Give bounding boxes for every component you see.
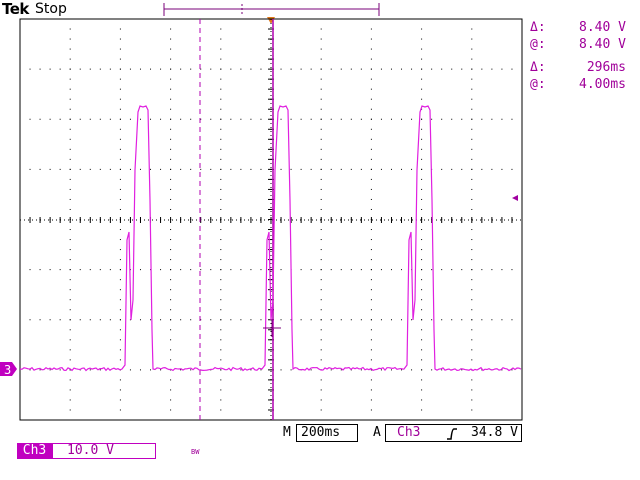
timebase-scale: 200ms: [301, 425, 341, 440]
cursor-readout-label: @:: [530, 37, 546, 52]
cursor-readout-value: 8.40 V: [579, 20, 626, 35]
timebase-readout: M: [283, 425, 291, 441]
cursor-readout-row: Δ: 8.40 V: [530, 20, 626, 36]
cursor-readout-label: Δ:: [530, 60, 546, 75]
trigger-crosshair: [263, 319, 281, 337]
channel-badge[interactable]: Ch3: [17, 443, 52, 459]
cursor-readout-row: @: 4.00ms: [530, 77, 626, 93]
cursor-readout-value: 4.00ms: [579, 77, 626, 92]
trigger-level-icon[interactable]: [512, 195, 518, 201]
graticule-center-axes: [20, 19, 522, 420]
cursor-readout-label: @:: [530, 77, 546, 92]
acquisition-state: Stop: [35, 1, 67, 17]
trigger-mode: A: [373, 425, 381, 440]
channel-ground-marker[interactable]: 3: [0, 362, 17, 377]
channel-scale-box[interactable]: 10.0 V BW: [52, 443, 199, 459]
cursor-readout-value: 8.40 V: [579, 37, 626, 52]
timebase-scale-box[interactable]: 200ms: [296, 424, 358, 442]
trigger-readout-box[interactable]: Ch3 34.8 V: [385, 424, 522, 442]
bandwidth-limit-flag: BW: [191, 448, 200, 456]
trigger-source: Ch3: [397, 425, 421, 440]
cursor-readout-label: Δ:: [530, 20, 546, 35]
trigger-level: 34.8 V: [471, 425, 518, 440]
cursor-readout-row: Δ: 296ms: [530, 60, 626, 76]
graticule-grid: [19, 18, 513, 421]
cursor-readout-row: @: 8.40 V: [530, 37, 626, 53]
cursor-readout-value: 296ms: [586, 60, 626, 75]
rising-edge-icon: [447, 428, 457, 440]
record-bar: [163, 3, 380, 16]
trigger-position-icon[interactable]: [267, 17, 275, 24]
brand-label: Tek: [2, 0, 29, 18]
channel-scale: 10.0 V: [67, 443, 114, 458]
timebase-mode: M: [283, 425, 291, 440]
ch3-waveform-trace: [19, 105, 522, 372]
channel-marker-label: 3: [4, 363, 11, 377]
